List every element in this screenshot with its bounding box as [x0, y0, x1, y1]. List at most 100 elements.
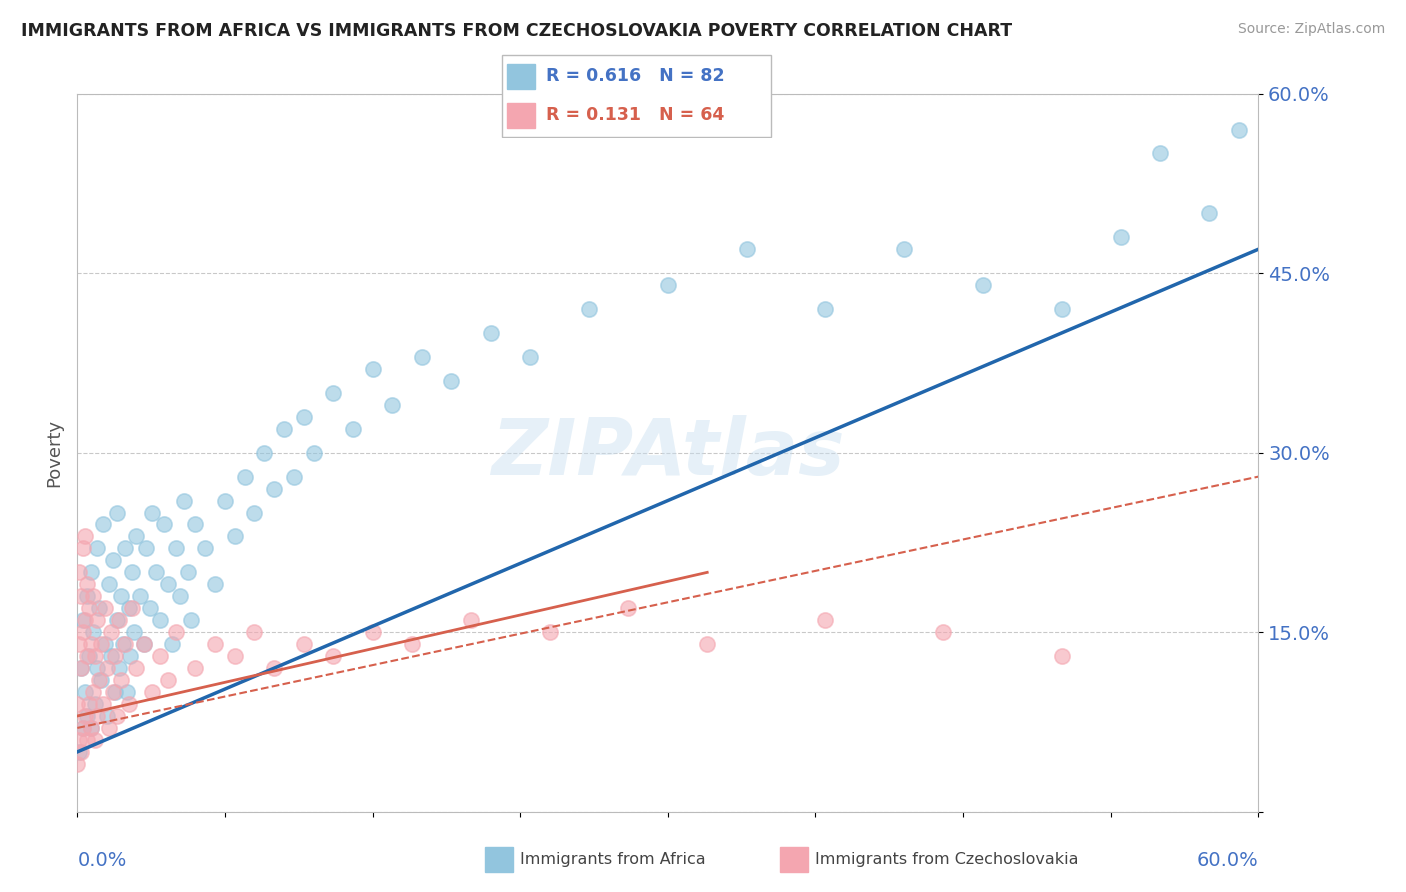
Point: [125, 661, 148, 675]
Point: [814, 301, 837, 317]
Point: [578, 301, 600, 317]
Point: [87, 601, 110, 615]
Point: [121, 601, 143, 615]
Point: [101, 553, 124, 567]
Point: [263, 482, 285, 496]
Point: [135, 541, 157, 556]
Point: [100, 649, 122, 664]
Point: [107, 613, 129, 627]
Point: [283, 469, 305, 483]
Point: [107, 661, 129, 675]
Point: [82, 590, 104, 604]
Point: [124, 625, 146, 640]
Point: [224, 529, 246, 543]
Point: [105, 506, 128, 520]
Point: [460, 613, 482, 627]
Point: [657, 278, 679, 293]
Point: [80, 721, 103, 735]
Point: [67, 566, 90, 580]
Point: [86, 709, 108, 723]
Point: [70, 590, 93, 604]
Point: [97, 721, 120, 735]
Point: [91, 517, 114, 532]
Point: [243, 625, 266, 640]
Point: [292, 637, 315, 651]
Point: [134, 637, 156, 651]
FancyBboxPatch shape: [508, 63, 534, 89]
Point: [87, 673, 110, 687]
Point: [204, 577, 226, 591]
Point: [361, 362, 384, 376]
Point: [204, 637, 226, 651]
Text: 60.0%: 60.0%: [1197, 851, 1258, 871]
Point: [1198, 206, 1220, 220]
Text: Immigrants from Czechoslovakia: Immigrants from Czechoslovakia: [815, 853, 1078, 867]
Point: [76, 733, 98, 747]
Point: [153, 517, 176, 532]
Point: [86, 541, 108, 556]
Point: [243, 506, 266, 520]
Point: [114, 637, 136, 651]
Point: [110, 673, 132, 687]
FancyBboxPatch shape: [508, 103, 534, 128]
Y-axis label: Poverty: Poverty: [45, 418, 63, 487]
Point: [80, 566, 103, 580]
Point: [67, 733, 90, 747]
Point: [173, 493, 195, 508]
Point: [66, 697, 89, 711]
Point: [91, 697, 114, 711]
Point: [66, 756, 89, 771]
Text: R = 0.616   N = 82: R = 0.616 N = 82: [546, 68, 724, 86]
Point: [77, 649, 100, 664]
Point: [735, 242, 758, 256]
Point: [80, 637, 103, 651]
Point: [70, 745, 93, 759]
Text: Source: ZipAtlas.com: Source: ZipAtlas.com: [1237, 22, 1385, 37]
Point: [82, 625, 104, 640]
Point: [75, 709, 97, 723]
Point: [342, 422, 364, 436]
Point: [273, 422, 295, 436]
Point: [72, 625, 94, 640]
Point: [114, 541, 136, 556]
Point: [1109, 230, 1132, 244]
Point: [169, 590, 191, 604]
Point: [100, 625, 122, 640]
Point: [111, 637, 134, 651]
Point: [145, 566, 167, 580]
Point: [233, 469, 256, 483]
Point: [381, 398, 404, 412]
Point: [67, 745, 90, 759]
Point: [149, 613, 172, 627]
Point: [411, 350, 433, 364]
Point: [110, 590, 132, 604]
Point: [292, 409, 315, 424]
Point: [214, 493, 236, 508]
Point: [101, 685, 124, 699]
Point: [129, 590, 152, 604]
Point: [120, 649, 142, 664]
Point: [322, 649, 344, 664]
Point: [105, 613, 128, 627]
Point: [361, 625, 384, 640]
Point: [84, 697, 107, 711]
Point: [893, 242, 915, 256]
Point: [141, 685, 163, 699]
Point: [104, 649, 127, 664]
Point: [84, 649, 107, 664]
Point: [94, 637, 117, 651]
Point: [194, 541, 217, 556]
Point: [80, 721, 103, 735]
Point: [104, 685, 127, 699]
Point: [72, 721, 94, 735]
Point: [86, 661, 108, 675]
Point: [440, 374, 463, 388]
Point: [139, 601, 162, 615]
Point: [86, 613, 108, 627]
Point: [77, 601, 100, 615]
Point: [972, 278, 994, 293]
Point: [160, 637, 183, 651]
Point: [75, 685, 97, 699]
Point: [117, 697, 139, 711]
Point: [224, 649, 246, 664]
